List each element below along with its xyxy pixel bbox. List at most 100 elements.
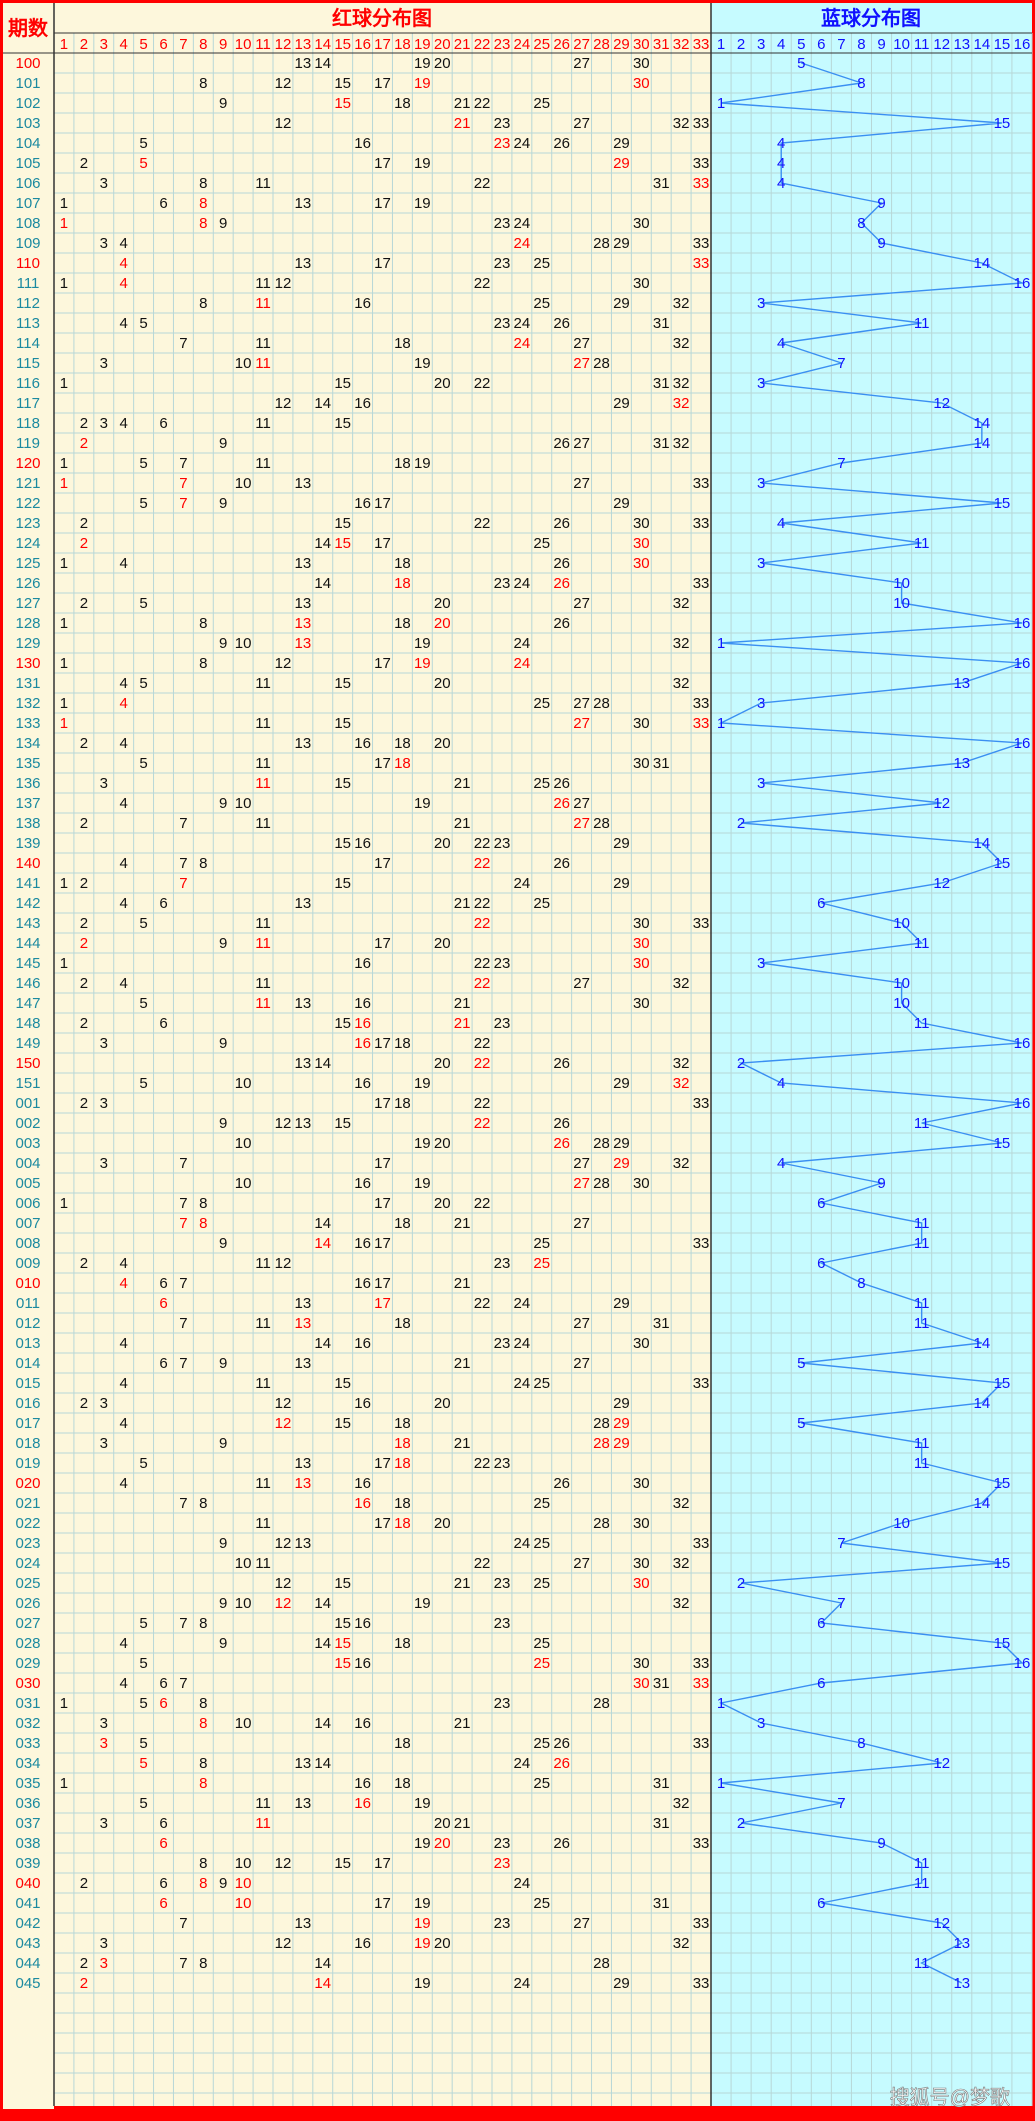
red-ball-number: 5 <box>139 1455 147 1472</box>
red-ball-number: 30 <box>633 995 650 1012</box>
red-ball-number: 29 <box>613 295 630 312</box>
red-ball-number: 20 <box>434 375 451 392</box>
red-ball-number: 32 <box>673 375 690 392</box>
draw-row: 012 7 11 13 18 27 31 11 <box>15 1315 929 1332</box>
draw-row: 131 4 5 11 15 20 32 13 <box>15 675 970 692</box>
red-ball-number: 14 <box>314 575 331 592</box>
red-ball-number: 27 <box>573 1915 590 1932</box>
red-ball-number: 14 <box>314 1595 331 1612</box>
blue-ball-number: 16 <box>1014 1095 1031 1112</box>
red-ball-number: 7 <box>179 855 187 872</box>
red-ball-number: 2 <box>80 1875 88 1892</box>
red-ball-number: 17 <box>374 1095 391 1112</box>
blue-ball-number: 7 <box>837 1535 845 1552</box>
red-ball-number: 25 <box>533 1635 550 1652</box>
red-ball-number: 30 <box>633 1475 650 1492</box>
red-ball-number: 6 <box>159 895 167 912</box>
red-ball-number: 13 <box>295 55 312 72</box>
blue-ball-number: 11 <box>914 1115 930 1132</box>
red-ball-number: 1 <box>60 655 68 672</box>
blue-column-number: 5 <box>797 36 805 53</box>
red-ball-number: 4 <box>120 235 128 252</box>
red-ball-number: 4 <box>120 675 128 692</box>
blue-ball-number: 3 <box>757 1715 765 1732</box>
red-ball-number: 1 <box>60 1775 68 1792</box>
red-ball-number: 15 <box>334 715 351 732</box>
red-ball-number: 3 <box>100 415 108 432</box>
draw-row: 104 5 16 23 24 26 29 4 <box>15 135 785 152</box>
red-ball-number: 8 <box>199 295 207 312</box>
red-ball-number: 32 <box>673 595 690 612</box>
red-ball-number: 32 <box>673 675 690 692</box>
red-ball-number: 18 <box>394 735 411 752</box>
red-ball-number: 16 <box>354 495 371 512</box>
red-ball-number: 11 <box>255 1815 271 1832</box>
draw-row: 148 2 6 15 16 21 23 11 <box>15 1015 929 1032</box>
red-ball-number: 19 <box>414 1795 431 1812</box>
red-ball-number: 22 <box>474 1115 491 1132</box>
red-header-bg <box>54 3 711 33</box>
red-ball-number: 29 <box>613 1135 630 1152</box>
red-ball-number: 12 <box>275 75 292 92</box>
red-ball-number: 4 <box>120 555 128 572</box>
red-ball-number: 23 <box>494 115 511 132</box>
red-ball-number: 26 <box>553 775 570 792</box>
red-ball-number: 30 <box>633 275 650 292</box>
red-ball-number: 2 <box>80 815 88 832</box>
red-ball-number: 28 <box>593 1515 610 1532</box>
red-column-number: 19 <box>414 36 431 53</box>
red-ball-number: 13 <box>295 255 312 272</box>
red-ball-number: 9 <box>219 495 227 512</box>
red-ball-number: 24 <box>514 1755 531 1772</box>
red-ball-number: 33 <box>693 715 710 732</box>
red-column-number: 14 <box>314 36 331 53</box>
period-label: 003 <box>15 1135 40 1152</box>
red-ball-number: 31 <box>653 175 670 192</box>
period-label: 012 <box>15 1315 40 1332</box>
red-ball-number: 23 <box>494 1015 511 1032</box>
red-ball-number: 1 <box>60 375 68 392</box>
red-ball-number: 12 <box>275 115 292 132</box>
red-ball-number: 11 <box>255 295 271 312</box>
red-ball-number: 30 <box>633 75 650 92</box>
draw-row: 143 2 5 11 22 30 33 10 <box>15 915 909 932</box>
draw-row: 116 1 15 20 22 31 32 3 <box>16 375 765 392</box>
period-label: 014 <box>15 1355 40 1372</box>
draw-row: 128 1 8 13 18 20 26 16 <box>15 615 1030 632</box>
blue-ball-number: 11 <box>914 535 930 552</box>
red-ball-number: 7 <box>179 1315 187 1332</box>
blue-ball-number: 1 <box>717 1775 725 1792</box>
red-ball-number: 26 <box>553 1735 570 1752</box>
red-ball-number: 19 <box>414 635 431 652</box>
red-ball-number: 17 <box>374 1855 391 1872</box>
period-label: 120 <box>15 455 40 472</box>
red-ball-number: 19 <box>414 1895 431 1912</box>
red-ball-title: 红球分布图 <box>332 6 432 30</box>
period-label: 042 <box>15 1915 40 1932</box>
red-ball-number: 13 <box>295 1795 312 1812</box>
red-ball-number: 28 <box>593 695 610 712</box>
period-label: 111 <box>17 275 40 292</box>
red-ball-number: 32 <box>673 1795 690 1812</box>
red-ball-number: 12 <box>275 655 292 672</box>
period-label: 118 <box>16 415 40 432</box>
red-column-number: 22 <box>474 36 491 53</box>
red-ball-number: 21 <box>454 95 471 112</box>
red-ball-number: 13 <box>295 1355 312 1372</box>
red-ball-number: 13 <box>295 995 312 1012</box>
draw-row: 008 9 14 16 17 25 33 11 <box>15 1235 929 1252</box>
draw-row: 007 7 8 14 18 21 27 11 <box>15 1215 929 1232</box>
blue-ball-number: 15 <box>994 495 1011 512</box>
period-label: 040 <box>15 1875 40 1892</box>
red-ball-number: 13 <box>295 1115 312 1132</box>
red-ball-number: 4 <box>120 1675 128 1692</box>
red-ball-number: 11 <box>255 1515 271 1532</box>
red-ball-number: 23 <box>494 1455 511 1472</box>
red-ball-number: 19 <box>414 795 431 812</box>
blue-ball-number: 15 <box>994 1135 1011 1152</box>
red-ball-number: 24 <box>514 1875 531 1892</box>
red-ball-number: 9 <box>219 935 227 952</box>
red-ball-number: 17 <box>374 535 391 552</box>
blue-ball-number: 16 <box>1014 275 1031 292</box>
